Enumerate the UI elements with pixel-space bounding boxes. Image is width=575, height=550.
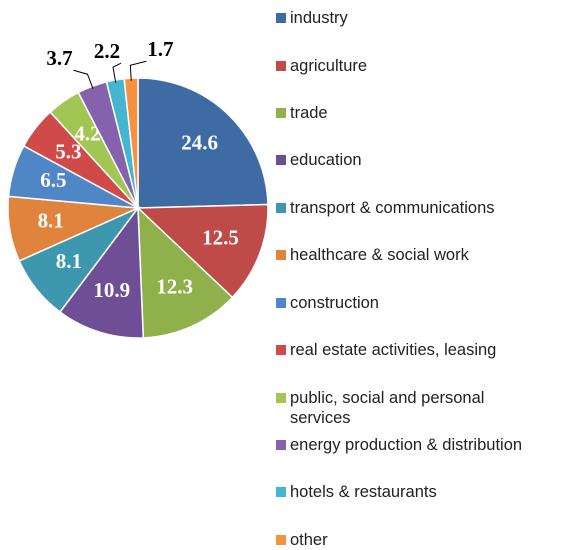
legend-entry: construction xyxy=(276,293,379,313)
legend-entry: agriculture xyxy=(276,56,367,76)
legend-label: healthcare & social work xyxy=(290,246,469,264)
data-label: 8.1 xyxy=(56,249,82,273)
legend-swatch xyxy=(276,155,286,165)
legend-label: other xyxy=(290,531,328,549)
legend-label: hotels & restaurants xyxy=(290,483,437,501)
data-label: 12.3 xyxy=(156,274,193,298)
legend-swatch xyxy=(276,298,286,308)
legend-entry: transport & communications xyxy=(276,198,495,218)
data-label: 1.7 xyxy=(147,37,173,61)
legend-label: education xyxy=(290,151,362,169)
legend-label: real estate activities, leasing xyxy=(290,341,497,359)
legend-label: agriculture xyxy=(290,57,368,75)
legend-swatch xyxy=(276,440,286,450)
pie-slice xyxy=(137,77,269,209)
legend-entry: healthcare & social work xyxy=(276,245,469,265)
legend-label: industry xyxy=(290,9,348,27)
legend-swatch xyxy=(276,61,286,71)
legend-swatch xyxy=(276,250,286,260)
legend-swatch xyxy=(276,13,286,23)
legend-label: public, social and personal services xyxy=(290,389,485,427)
data-label: 6.5 xyxy=(40,168,66,192)
legend-swatch xyxy=(276,345,286,355)
legend-swatch xyxy=(276,393,286,403)
pie-slice xyxy=(137,206,234,339)
legend-entry: real estate activities, leasing xyxy=(276,340,496,360)
leader-line xyxy=(129,60,147,81)
legend-entry: trade xyxy=(276,103,328,123)
data-label: 12.5 xyxy=(202,225,239,249)
leader-line xyxy=(73,69,94,89)
data-label: 24.6 xyxy=(181,130,218,154)
legend-label: construction xyxy=(290,294,379,312)
legend-entry: other xyxy=(276,530,328,550)
legend-entry: hotels & restaurants xyxy=(276,482,437,502)
data-label: 3.7 xyxy=(46,46,72,70)
data-label: 10.9 xyxy=(93,278,130,302)
legend-swatch xyxy=(276,487,286,497)
data-label: 8.1 xyxy=(38,208,64,232)
pie-slice xyxy=(58,205,145,339)
legend-swatch xyxy=(276,108,286,118)
data-label: 2.2 xyxy=(94,39,120,63)
leader-line xyxy=(112,62,122,83)
legend-label: transport & communications xyxy=(290,199,495,217)
legend-swatch xyxy=(276,535,286,545)
legend-label: energy production & distribution xyxy=(290,436,523,454)
legend-entry: industry xyxy=(276,8,348,28)
legend-entry: education xyxy=(276,150,362,170)
legend-entry: public, social and personal services xyxy=(276,388,530,428)
legend-label: trade xyxy=(290,104,328,122)
pie-slice xyxy=(136,203,269,299)
legend-swatch xyxy=(276,203,286,213)
legend-entry: energy production & distribution xyxy=(276,435,522,455)
data-label: 5.3 xyxy=(55,139,81,163)
